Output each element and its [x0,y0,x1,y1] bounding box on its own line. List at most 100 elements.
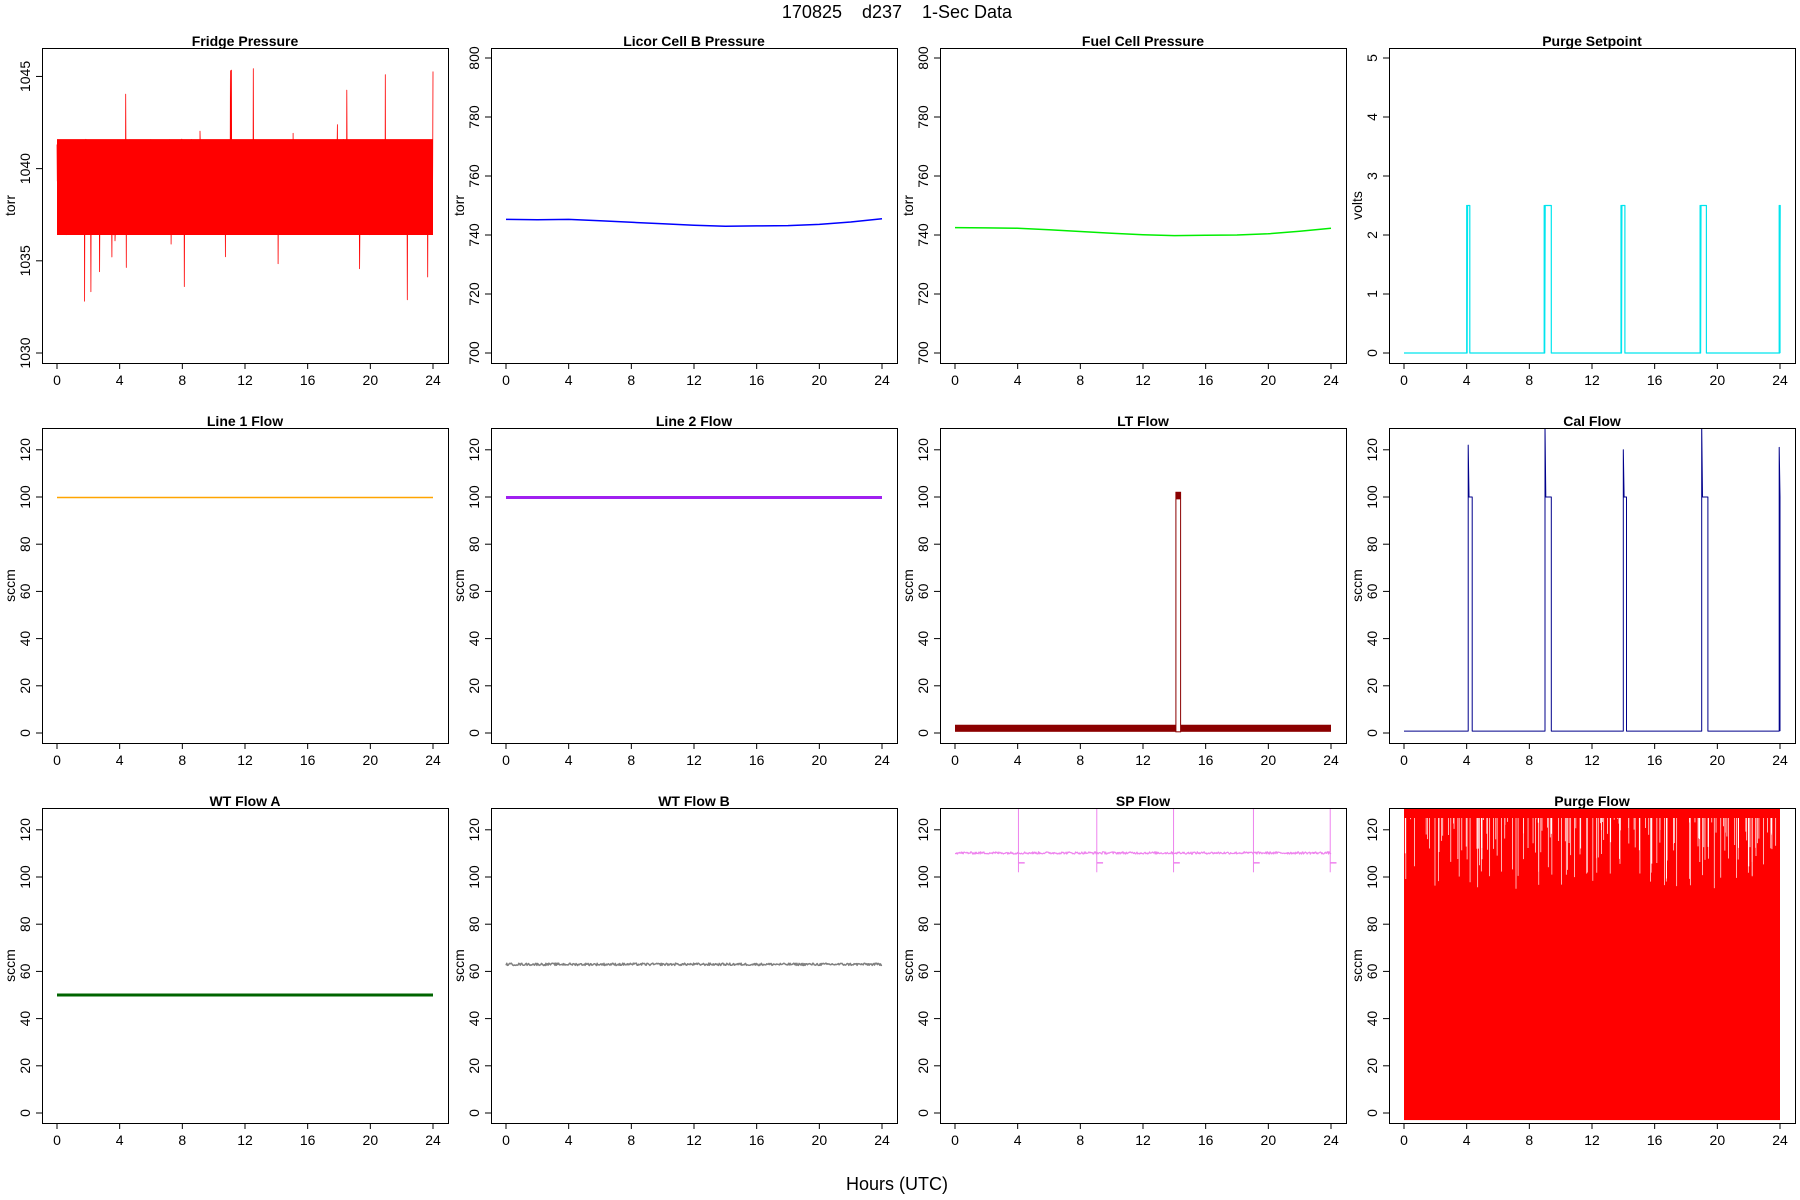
y-axis-label: sccm [1349,949,1365,982]
x-tick-label: 0 [502,752,510,768]
y-tick-label: 20 [1364,1058,1380,1074]
x-tick-label: 12 [686,372,702,388]
y-tick-label: 60 [466,583,482,599]
y-tick-label: 3 [1364,172,1380,180]
y-tick-label: 80 [915,916,931,932]
y-tick-label: 20 [17,1058,33,1074]
x-tick-label: 0 [53,1132,61,1148]
panel-0: 0 4 8 12 16 20 24 1030 1035 1040 1045 Fridge Pressu… [2,33,449,388]
y-axis-label: torr [451,195,467,216]
y-axis-label: sccm [1349,569,1365,602]
x-tick-label: 24 [874,1132,890,1148]
y-tick-label: 0 [17,729,33,737]
series-group [954,808,1337,873]
x-tick-label: 0 [502,1132,510,1148]
y-tick-label: 700 [915,341,931,365]
panel-1: 0 4 8 12 16 20 24 700 720 740 760 780 800 Licor Cell … [451,33,898,388]
x-tick-label: 8 [178,1132,186,1148]
y-tick-label: 740 [915,223,931,247]
y-tick-label: 0 [915,729,931,737]
x-tick-label: 4 [1014,372,1022,388]
x-tick-label: 4 [1463,372,1471,388]
y-axis-label: sccm [2,569,18,602]
x-tick-label: 12 [1584,752,1600,768]
x-tick-label: 24 [874,752,890,768]
y-tick-label: 80 [466,916,482,932]
panel-2: 0 4 8 12 16 20 24 700 720 740 760 780 800 Fuel Cell P… [900,33,1347,388]
y-tick-label: 2 [1364,231,1380,239]
y-tick-label: 80 [1364,536,1380,552]
x-tick-label: 24 [1772,1132,1788,1148]
x-tick-label: 20 [1261,752,1277,768]
y-tick-label: 760 [466,164,482,188]
x-tick-label: 12 [1584,1132,1600,1148]
x-tick-label: 20 [812,752,828,768]
y-tick-label: 1035 [17,245,33,276]
y-tick-label: 1040 [17,153,33,184]
y-tick-label: 60 [466,963,482,979]
x-tick-label: 16 [749,1132,765,1148]
x-tick-label: 8 [627,752,635,768]
y-tick-label: 40 [915,1011,931,1027]
y-axis-label: sccm [451,949,467,982]
y-tick-label: 120 [1364,818,1380,842]
y-tick-label: 80 [17,916,33,932]
figure-title: 170825 d237 1-Sec Data [782,2,1013,22]
y-tick-label: 4 [1364,113,1380,121]
series-fill [1404,808,1780,1121]
y-tick-label: 100 [17,865,33,889]
series-line [954,226,1332,237]
y-axis-label: torr [2,195,18,216]
series-band [1180,724,1331,732]
panel-title: LT Flow [1117,413,1169,429]
y-tick-label: 40 [466,1011,482,1027]
x-tick-label: 12 [1135,372,1151,388]
series-line [505,962,883,967]
x-tick-label: 0 [1400,372,1408,388]
plot-frame [491,808,898,1124]
x-tick-label: 24 [1323,1132,1339,1148]
y-tick-label: 60 [17,963,33,979]
panel-title: Fuel Cell Pressure [1082,33,1204,49]
y-tick-label: 0 [466,1109,482,1117]
y-tick-label: 120 [1364,438,1380,462]
series-spike-top [1175,492,1181,500]
x-tick-label: 16 [1198,372,1214,388]
y-tick-label: 60 [1364,583,1380,599]
x-tick-label: 20 [1261,372,1277,388]
plot-frame [940,808,1347,1124]
x-tick-label: 0 [53,372,61,388]
x-tick-label: 16 [300,372,316,388]
panel-10: 0 4 8 12 16 20 24 0 20 40 60 80 100 120 SP Flow sccm [900,793,1347,1148]
series-band [955,724,1176,732]
panel-title: WT Flow B [658,793,730,809]
y-tick-label: 120 [466,438,482,462]
x-tick-label: 20 [363,1132,379,1148]
x-tick-label: 0 [502,372,510,388]
panel-title: Licor Cell B Pressure [623,33,765,49]
x-tick-label: 24 [1323,372,1339,388]
x-tick-label: 12 [237,1132,253,1148]
x-tick-label: 16 [749,372,765,388]
panel-title: Purge Flow [1554,793,1630,809]
x-tick-label: 24 [425,1132,441,1148]
x-tick-label: 12 [237,752,253,768]
y-axis-label: torr [900,195,916,216]
x-tick-label: 4 [565,1132,573,1148]
plot-frame [491,48,898,364]
x-tick-label: 16 [1198,1132,1214,1148]
y-tick-label: 780 [915,105,931,129]
x-tick-label: 12 [686,752,702,768]
x-tick-label: 20 [363,752,379,768]
x-tick-label: 4 [1014,752,1022,768]
x-tick-label: 4 [1463,752,1471,768]
panel-5: 0 4 8 12 16 20 24 0 20 40 60 80 100 120 Line 2 Flow scc… [451,413,898,768]
panel-6: 0 4 8 12 16 20 24 0 20 40 60 80 100 120 LT Flow sccm [900,413,1347,768]
y-tick-label: 20 [915,678,931,694]
series-group [505,962,883,967]
y-tick-label: 100 [466,485,482,509]
x-tick-label: 20 [1710,1132,1726,1148]
y-tick-label: 780 [466,105,482,129]
y-tick-label: 760 [915,164,931,188]
